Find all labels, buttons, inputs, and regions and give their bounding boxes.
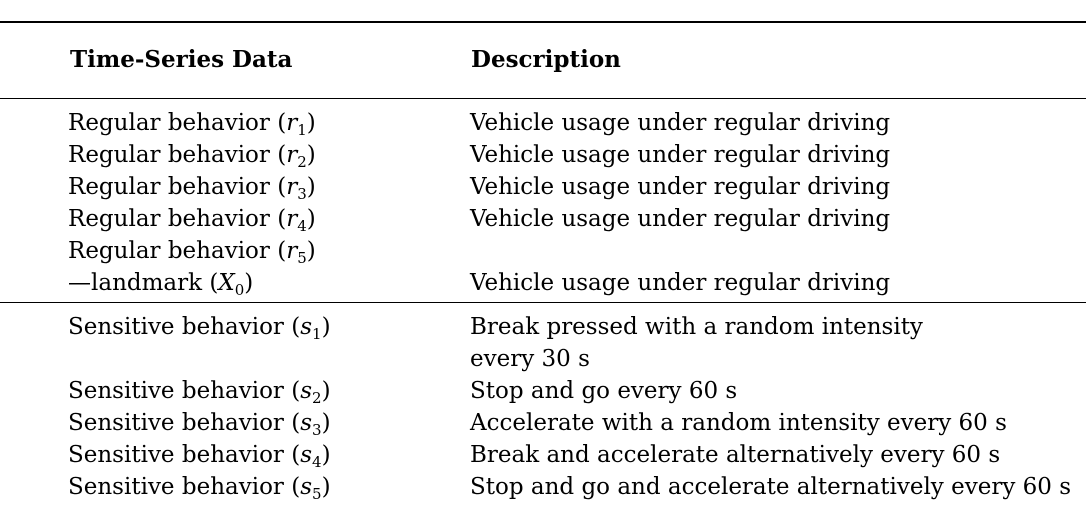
table-row-label: Regular behavior (r3) bbox=[68, 174, 316, 203]
table-row-label: Sensitive behavior (s5) bbox=[68, 474, 331, 503]
column-header-time-series-data: Time-Series Data bbox=[70, 46, 293, 73]
table-row-label: Sensitive behavior (s1) bbox=[68, 314, 331, 343]
table-row-description: Vehicle usage under regular driving bbox=[470, 270, 891, 296]
table-row-label: Regular behavior (r1) bbox=[68, 110, 316, 139]
table-row-description: every 30 s bbox=[470, 346, 590, 372]
table-row-description: Vehicle usage under regular driving bbox=[470, 110, 891, 136]
table-row-description: Break and accelerate alternatively every… bbox=[470, 442, 1001, 468]
table-row-description: Vehicle usage under regular driving bbox=[470, 142, 891, 168]
header-rule bbox=[0, 98, 1086, 99]
table-row-description: Stop and go and accelerate alternatively… bbox=[470, 474, 1072, 500]
table-row-description: Stop and go every 60 s bbox=[470, 378, 738, 404]
table-row-label: Regular behavior (r5) bbox=[68, 238, 316, 267]
table-row-description: Vehicle usage under regular driving bbox=[470, 174, 891, 200]
table-row-label: Sensitive behavior (s2) bbox=[68, 378, 331, 407]
table-row-description: Vehicle usage under regular driving bbox=[470, 206, 891, 232]
table-top-rule bbox=[0, 21, 1086, 23]
section-rule bbox=[0, 302, 1086, 303]
table-row-label: —landmark (X0) bbox=[68, 270, 254, 299]
table-row-label: Regular behavior (r4) bbox=[68, 206, 316, 235]
table-row-description: Accelerate with a random intensity every… bbox=[470, 410, 1007, 436]
table-row-description: Break pressed with a random intensity bbox=[470, 314, 923, 340]
table-row-label: Sensitive behavior (s3) bbox=[68, 410, 331, 439]
table-row-label: Sensitive behavior (s4) bbox=[68, 442, 331, 471]
table-row-label: Regular behavior (r2) bbox=[68, 142, 316, 171]
column-header-description: Description bbox=[471, 46, 621, 73]
